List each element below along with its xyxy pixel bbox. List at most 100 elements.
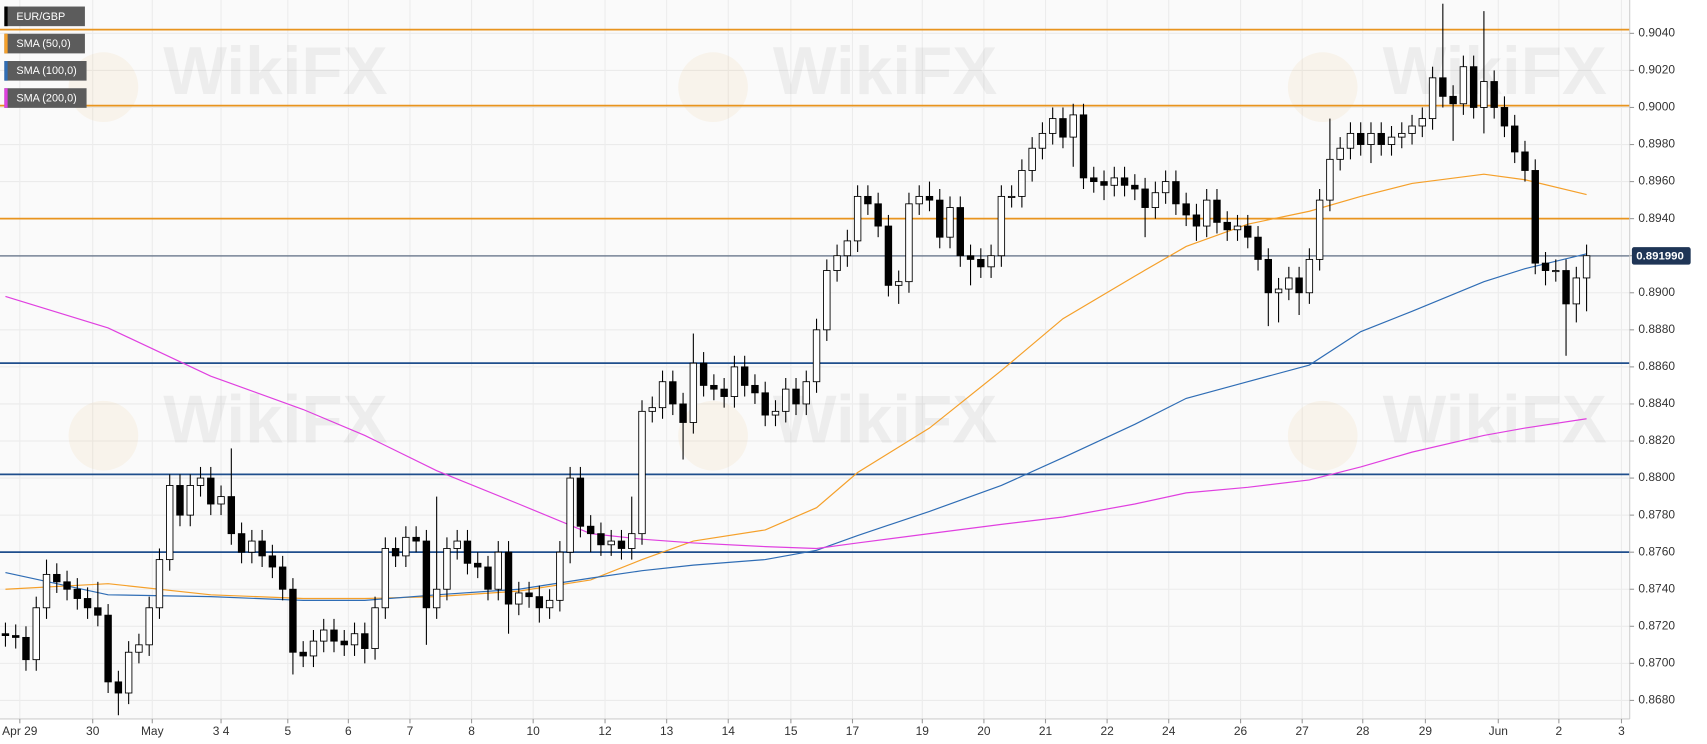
candle-body (22, 636, 30, 661)
candle-body (1500, 107, 1509, 127)
candle-body (1007, 195, 1016, 198)
legend-box (4, 6, 85, 27)
candle-body (32, 607, 40, 661)
candle-body (1, 633, 10, 636)
candle-body (925, 195, 934, 201)
moving-averages (5, 173, 1587, 601)
candle-body (1490, 81, 1498, 108)
candle-body (1572, 277, 1581, 305)
candle-body (83, 598, 92, 609)
candle-body (515, 592, 523, 605)
candle-body (166, 485, 174, 561)
candle-body (453, 540, 461, 549)
candle-body (1285, 277, 1293, 290)
candle-body (237, 533, 246, 553)
candle-body (94, 607, 102, 616)
candle-body (114, 681, 123, 694)
candle-body (556, 551, 564, 601)
candle-body (443, 548, 451, 590)
legend-swatch (4, 6, 8, 27)
candle-body (248, 540, 256, 553)
x-tick-label: 13 (660, 724, 674, 738)
x-tick-label: 28 (1356, 724, 1370, 738)
candle-body (124, 651, 133, 694)
candle-body (1346, 132, 1355, 149)
legend-box (4, 88, 87, 108)
candle-body (53, 573, 61, 583)
watermark-logo (68, 400, 139, 471)
candle-body (309, 640, 318, 657)
candle-body (1151, 192, 1160, 208)
watermark-logo (678, 400, 748, 471)
x-tick-label: 6 (345, 724, 352, 738)
candle-body (227, 496, 236, 535)
x-tick-label: 3 (1618, 724, 1625, 738)
candle-body (566, 477, 574, 553)
candle-body (1377, 132, 1385, 145)
x-tick-label: 10 (527, 724, 541, 738)
y-tick-label: 0.8980 (1638, 137, 1675, 151)
candle-body (463, 540, 472, 564)
watermark-logo (1287, 52, 1358, 123)
y-tick-label: 0.8880 (1638, 322, 1675, 336)
candle-body (946, 207, 954, 238)
candle-body (1264, 258, 1273, 294)
candle-body (586, 525, 595, 535)
y-tick-label: 0.8960 (1638, 174, 1675, 188)
x-tick-label: 29 (1419, 724, 1433, 738)
candle-body (699, 362, 708, 386)
x-tick-label: 17 (846, 724, 860, 738)
candle-body (135, 644, 143, 653)
candle-body (730, 366, 739, 397)
last-price-label: 0.891990 (1636, 250, 1684, 262)
candle-body (1562, 270, 1570, 305)
candle-body (1315, 199, 1324, 260)
candle-body (258, 540, 266, 557)
x-tick-label: 7 (407, 724, 414, 738)
candle-body (628, 533, 636, 549)
y-tick-label: 0.9040 (1638, 26, 1675, 40)
legend-box (4, 61, 87, 81)
candle-body (761, 392, 769, 416)
candle-body (833, 255, 841, 271)
x-tick-label: 12 (598, 724, 612, 738)
candle-body (894, 281, 903, 286)
y-tick-label: 0.8800 (1638, 470, 1675, 484)
candle-body (1110, 177, 1118, 186)
sma-line (5, 253, 1587, 601)
y-tick-label: 0.8840 (1638, 396, 1675, 410)
candle-body (402, 536, 410, 557)
candle-body (802, 381, 810, 405)
candle-body (1408, 125, 1416, 134)
x-tick-label: 19 (916, 724, 930, 738)
legend-label: SMA (50,0) (16, 38, 70, 50)
x-tick-label: Apr 29 (2, 724, 38, 738)
candle-body (1418, 118, 1427, 127)
candle-body (1541, 262, 1550, 271)
candle-body (73, 588, 82, 599)
candle-body (12, 635, 20, 638)
candle-body (1449, 95, 1457, 105)
y-tick-label: 0.8860 (1638, 359, 1675, 373)
candle-body (299, 651, 307, 657)
watermark-logo (1287, 400, 1358, 471)
candle-body (63, 581, 71, 590)
candle-body (484, 566, 492, 590)
x-tick-label: 26 (1234, 724, 1248, 738)
candle-body (1387, 136, 1396, 145)
candle-body (720, 388, 728, 397)
candle-body (1582, 255, 1591, 279)
candle-body (864, 195, 872, 205)
candle-body (648, 407, 656, 412)
candle-body (371, 607, 379, 649)
candle-body (381, 548, 390, 609)
candle-body (1120, 177, 1129, 186)
candle-body (1079, 114, 1088, 179)
watermark: WikiFX (1383, 383, 1607, 458)
candle-body (679, 403, 687, 423)
last-price-box (1631, 247, 1691, 265)
x-tick-label: 22 (1100, 724, 1114, 738)
candle-body (1459, 66, 1468, 105)
candle-body (1100, 181, 1108, 186)
candle-body (740, 366, 749, 386)
